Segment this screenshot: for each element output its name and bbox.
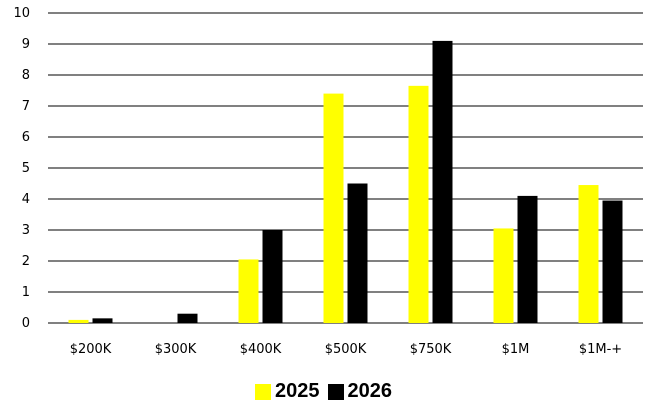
legend-label-2026: 2026 — [347, 380, 393, 402]
legend-item-2026: 2026 — [327, 380, 393, 403]
legend-swatch-2025 — [255, 383, 271, 400]
bar-2026-$400K — [262, 230, 283, 323]
bar-2025-$1M-+ — [578, 185, 599, 323]
legend-item-2025: 2025 — [255, 380, 320, 403]
x-tick-label: $1M-+ — [579, 342, 622, 357]
y-tick-label: 5 — [22, 161, 30, 176]
y-tick-label: 8 — [22, 68, 30, 83]
y-tick-label: 3 — [22, 223, 30, 238]
y-tick-label: 9 — [22, 37, 30, 52]
bar-2025-$500K — [323, 93, 344, 323]
gridlines — [48, 12, 643, 324]
x-tick-label: $750K — [410, 342, 452, 357]
x-tick-label: $200K — [70, 342, 112, 357]
bar-2025-$1M — [493, 228, 514, 323]
bar-2026-$1M-+ — [602, 200, 623, 323]
x-tick-label: $500K — [325, 342, 367, 357]
y-tick-label: 0 — [22, 316, 30, 331]
bar-2025-$750K — [408, 85, 429, 323]
bar-2026-$500K — [347, 183, 368, 323]
bar-2026-$300K — [177, 313, 198, 323]
bar-2026-$750K — [432, 40, 453, 324]
y-tick-label: 10 — [13, 6, 30, 21]
y-tick-label: 2 — [22, 254, 30, 269]
x-axis: $200K $300K $400K $500K $750K $1M $1M-+ — [70, 342, 622, 357]
y-tick-label: 6 — [22, 130, 30, 145]
y-axis: 0 1 2 3 4 5 6 7 8 9 10 — [13, 6, 30, 331]
bar-2025-$400K — [238, 259, 259, 323]
y-tick-label: 1 — [22, 285, 30, 300]
bar-chart: 0 1 2 3 4 5 6 7 8 9 10 $200K $300K $400K $500K $750K $1… — [13, 6, 643, 357]
bar-2026-$1M — [517, 195, 538, 323]
legend-label-2025: 2025 — [275, 380, 320, 402]
x-tick-label: $300K — [155, 342, 197, 357]
x-tick-label: $400K — [240, 342, 282, 357]
legend-swatch-2026 — [327, 383, 344, 400]
bar-2025-$200K — [68, 319, 89, 323]
bar-2026-$200K — [92, 318, 113, 323]
x-tick-label: $1M — [502, 342, 530, 357]
bars — [68, 40, 623, 324]
legend: 2025 2026 — [0, 380, 647, 403]
y-tick-label: 7 — [22, 99, 30, 114]
y-tick-label: 4 — [22, 192, 30, 207]
